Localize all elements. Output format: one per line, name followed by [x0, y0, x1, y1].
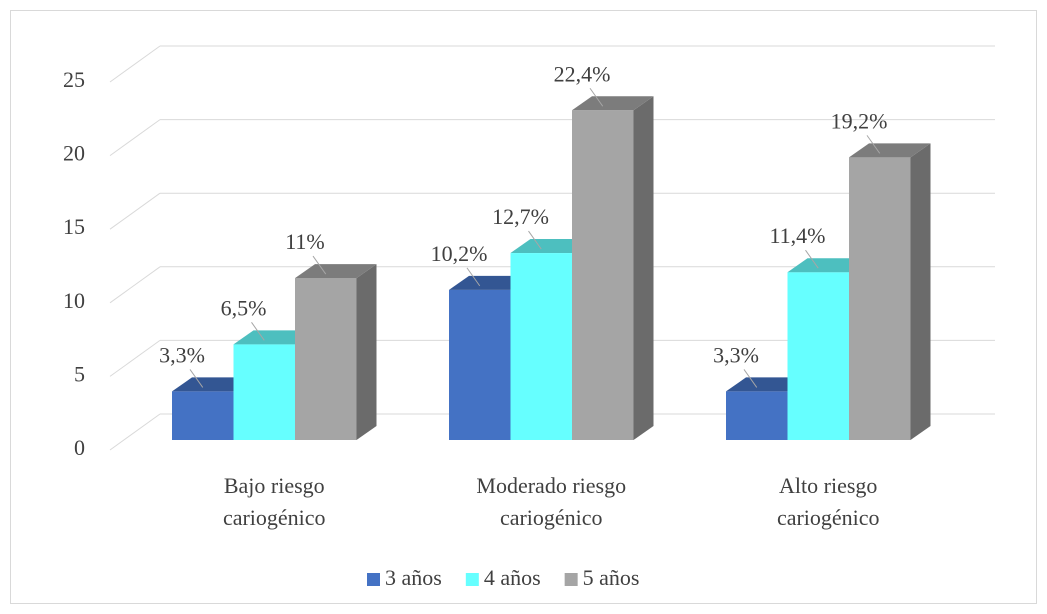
bar-top	[726, 377, 808, 392]
legend-swatch	[367, 573, 380, 586]
data-label: 6,5%	[221, 295, 267, 320]
data-label: 12,7%	[492, 204, 549, 229]
leader-line	[743, 369, 758, 388]
data-label: 3,3%	[713, 342, 759, 367]
y-tick-label: 25	[63, 67, 85, 92]
leader-line	[528, 230, 542, 250]
bar-top	[572, 96, 654, 111]
y-tick-label: 5	[74, 361, 85, 386]
grid-side-line	[109, 45, 161, 83]
legend-label: 4 años	[484, 565, 541, 590]
data-label: 11%	[285, 229, 325, 254]
y-tick-label: 20	[63, 141, 85, 166]
bar-front	[787, 272, 849, 440]
legend-swatch	[465, 573, 479, 586]
bar-front	[726, 391, 788, 440]
bar-front	[295, 278, 357, 440]
bar-front	[849, 157, 911, 440]
data-label: 19,2%	[831, 108, 888, 133]
leader-line	[589, 87, 604, 107]
y-tick-label: 10	[63, 288, 85, 313]
y-tick-label: 15	[63, 214, 85, 239]
leader-line	[866, 135, 881, 154]
bar-side	[910, 143, 931, 440]
legend-label: 5 años	[583, 565, 640, 590]
bar-top	[233, 330, 315, 345]
x-tick-label: Moderado riesgo cariogénico	[476, 473, 627, 530]
bar-top	[449, 275, 531, 290]
grid-side-line	[109, 266, 161, 304]
data-label: 11,4%	[769, 223, 825, 248]
grid-side-line	[109, 339, 161, 377]
bar-top	[849, 143, 931, 158]
y-tick-label: 0	[74, 435, 85, 460]
bar-top	[172, 377, 254, 392]
bar-side	[633, 96, 654, 440]
bar-front	[572, 110, 634, 440]
grid-side-line	[109, 192, 161, 230]
legend-label: 3 años	[385, 565, 442, 590]
grid-side-line	[109, 413, 161, 451]
bar-front	[172, 391, 234, 440]
leader-line	[312, 255, 327, 275]
leader-line	[805, 249, 819, 269]
grid-side-line	[109, 119, 161, 157]
bar-front	[449, 289, 511, 440]
bar-top	[295, 264, 377, 279]
bar-side	[356, 264, 377, 440]
x-tick-label: Bajo riesgo cariogénico	[222, 473, 326, 530]
data-label: 10,2%	[431, 241, 488, 266]
bar-front	[510, 253, 572, 440]
data-label: 3,3%	[159, 342, 205, 367]
leader-line	[466, 267, 481, 287]
bar-top	[787, 258, 869, 273]
bar-front	[233, 344, 295, 440]
x-tick-label: Alto riesgo cariogénico	[776, 473, 880, 530]
leader-line	[251, 322, 265, 341]
leader-line	[189, 369, 204, 388]
data-label: 22,4%	[554, 61, 611, 86]
legend-swatch	[564, 573, 578, 586]
bar-top	[510, 239, 592, 254]
